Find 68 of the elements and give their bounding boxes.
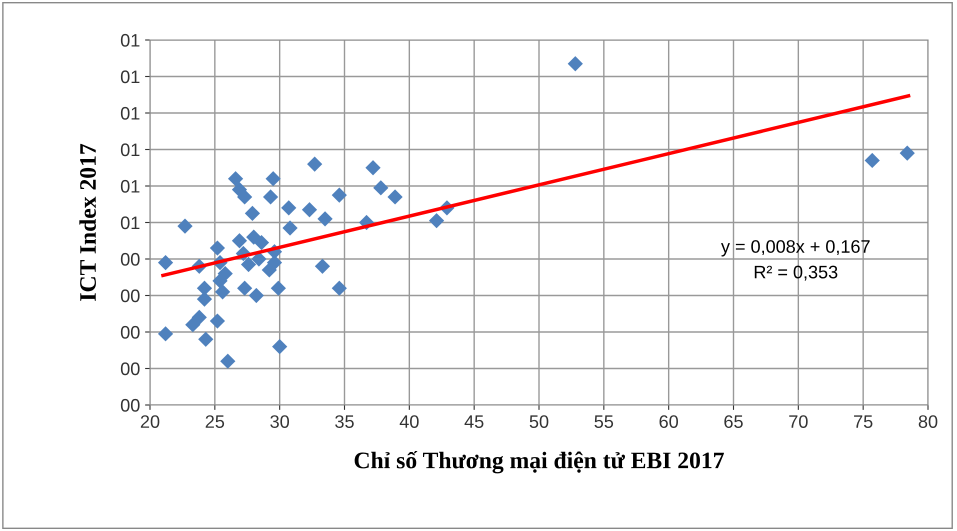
point [900,146,915,161]
point [220,354,236,369]
point [266,171,281,186]
point [281,200,296,216]
point [302,202,318,218]
x-tick-label: 80 [918,415,938,428]
point [237,189,252,205]
point [158,255,174,270]
point [864,152,880,168]
point [177,218,193,234]
point [215,284,230,300]
point [244,206,260,221]
y-tick-label: 01 [120,34,140,47]
x-tick-label: 40 [400,415,419,428]
x-axis-title: Chỉ số Thương mại điện tử EBI 2017 [354,451,724,474]
point [317,211,333,226]
point [568,56,583,72]
point [254,234,270,250]
x-tick-label: 55 [594,415,614,428]
annotation: R² = 0,353 [754,266,838,281]
point [192,310,207,326]
y-tick-label: 01 [120,70,140,84]
point [210,240,226,256]
point [387,189,403,205]
point [373,180,388,196]
x-tick-label: 50 [530,415,548,428]
annotation: y = 0,008x + 0,167 [721,240,870,256]
point [185,317,200,332]
point [237,280,252,296]
x-tick-label: 65 [724,415,743,428]
y-tick-label: 01 [120,180,140,193]
point [266,255,282,270]
x-tick-label: 75 [854,415,872,428]
point [332,280,347,296]
y-tick-label: 01 [120,143,140,156]
y-tick-label: 00 [120,362,140,376]
point [228,171,244,186]
point [262,189,278,205]
point [218,266,233,282]
point [196,292,212,307]
point [248,288,264,304]
x-tick-label: 30 [270,415,290,428]
point [365,160,381,176]
x-tick-label: 70 [789,415,808,428]
point [232,233,248,248]
point [272,338,288,354]
y-tick-label: 00 [120,326,140,339]
point [210,313,226,329]
point [428,213,444,228]
y-axis-title: ICT Index 2017 [79,144,96,301]
point [307,156,322,172]
x-tick-label: 25 [206,415,224,428]
x-tick-label: 20 [140,415,160,428]
y-tick-label: 01 [120,216,140,230]
y-tick-label: 00 [120,252,140,266]
point [282,220,298,236]
x-tick-label: 60 [660,415,678,428]
x-tick-label: 35 [335,415,354,428]
point [240,256,256,272]
point [332,188,347,203]
point [314,258,330,274]
point [270,280,286,296]
y-tick-label: 00 [120,398,140,412]
x-tick-label: 45 [464,415,484,428]
y-tick-label: 01 [120,106,140,120]
point [198,332,214,347]
y-tick-label: 00 [120,289,140,302]
point [158,326,174,342]
